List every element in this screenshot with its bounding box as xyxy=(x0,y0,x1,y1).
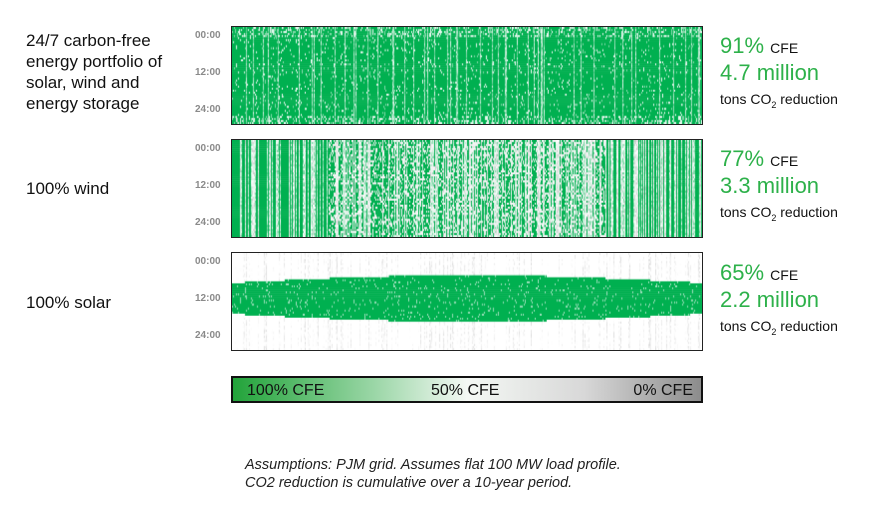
y-tick-label: 12:00 xyxy=(195,67,221,78)
y-tick-label: 24:00 xyxy=(195,217,221,228)
stat-wind: 77% CFE 3.3 million tons CO2 reduction xyxy=(720,146,838,223)
y-tick-label: 24:00 xyxy=(195,104,221,115)
co2-reduction: 3.3 million xyxy=(720,173,820,198)
y-tick-label: 00:00 xyxy=(195,143,221,154)
co2-reduction: 2.2 million xyxy=(720,287,820,312)
heatmap-canvas xyxy=(232,253,702,350)
cfe-percent: 65% xyxy=(720,260,765,285)
tons-label: tons CO xyxy=(720,318,772,334)
tons-label: tons CO xyxy=(720,204,772,220)
reduction-suffix: reduction xyxy=(776,204,838,220)
reduction-suffix: reduction xyxy=(776,318,838,334)
reduction-suffix: reduction xyxy=(776,91,838,107)
stat-solar: 65% CFE 2.2 million tons CO2 reduction xyxy=(720,260,838,337)
stat-portfolio: 91% CFE 4.7 million tons CO2 reduction xyxy=(720,33,838,110)
legend-label-0: 0% CFE xyxy=(633,382,693,399)
panel-label-solar: 100% solar xyxy=(26,293,112,312)
panel-label-portfolio: 24/7 carbon-free energy portfolio of sol… xyxy=(26,31,163,113)
cfe-percent: 77% xyxy=(720,146,765,171)
y-tick-label: 12:00 xyxy=(195,180,221,191)
heatmap-canvas xyxy=(232,27,702,124)
cfe-unit: CFE xyxy=(770,153,799,169)
cfe-percent: 91% xyxy=(720,33,765,58)
note-line: Assumptions: PJM grid. Assumes flat 100 … xyxy=(245,457,621,473)
cfe-unit: CFE xyxy=(770,40,799,56)
color-scale-legend: 100% CFE 50% CFE 0% CFE xyxy=(231,376,703,403)
co2-reduction: 4.7 million xyxy=(720,60,820,85)
y-tick-label: 24:00 xyxy=(195,330,221,341)
legend-label-50: 50% CFE xyxy=(431,382,500,399)
y-tick-label: 00:00 xyxy=(195,30,221,41)
tons-label: tons CO xyxy=(720,91,772,107)
subscript: 2 xyxy=(771,99,777,110)
y-tick-label: 12:00 xyxy=(195,293,221,304)
heatmap-solar xyxy=(231,252,703,351)
heatmap-portfolio xyxy=(231,26,703,125)
panel-label-wind: 100% wind xyxy=(26,179,110,198)
heatmap-wind xyxy=(231,139,703,238)
heatmap-canvas xyxy=(232,140,702,237)
assumptions-note: Assumptions: PJM grid. Assumes flat 100 … xyxy=(245,456,621,492)
cfe-unit: CFE xyxy=(770,267,799,283)
legend-label-100: 100% CFE xyxy=(247,382,325,399)
subscript: 2 xyxy=(771,326,777,337)
y-tick-label: 00:00 xyxy=(195,256,221,267)
subscript: 2 xyxy=(771,212,777,223)
note-line: CO2 reduction is cumulative over a 10-ye… xyxy=(245,475,573,491)
